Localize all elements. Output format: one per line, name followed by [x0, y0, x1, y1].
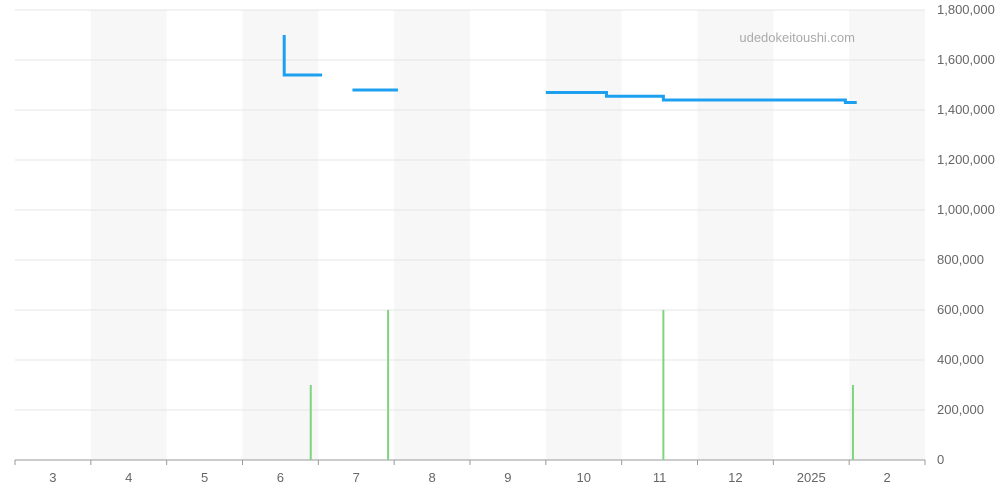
y-tick-label: 1,400,000 — [937, 102, 995, 117]
y-tick-label: 0 — [937, 452, 944, 467]
x-tick-label: 9 — [504, 470, 511, 485]
x-tick-label: 8 — [428, 470, 435, 485]
price-chart: 0 200,000 400,000 600,000 800,000 1,000,000 1,… — [0, 0, 1000, 500]
y-tick-label: 1,600,000 — [937, 52, 995, 67]
x-tick-label: 12 — [728, 470, 742, 485]
watermark: udedokeitoushi.com — [739, 30, 855, 45]
x-tick-label: 2 — [883, 470, 890, 485]
y-tick-label: 1,200,000 — [937, 152, 995, 167]
x-tick-label: 10 — [577, 470, 591, 485]
y-tick-label: 1,800,000 — [937, 2, 995, 17]
x-tick-label: 3 — [49, 470, 56, 485]
x-tick-label: 7 — [353, 470, 360, 485]
y-tick-label: 800,000 — [937, 252, 984, 267]
x-tick-label: 4 — [125, 470, 132, 485]
y-tick-label: 200,000 — [937, 402, 984, 417]
y-tick-label: 400,000 — [937, 352, 984, 367]
x-tick-label: 6 — [277, 470, 284, 485]
y-tick-label: 1,000,000 — [937, 202, 995, 217]
y-tick-label: 600,000 — [937, 302, 984, 317]
x-tick-label: 11 — [653, 470, 667, 485]
x-tick-label: 2025 — [797, 470, 826, 485]
x-tick-label: 5 — [201, 470, 208, 485]
